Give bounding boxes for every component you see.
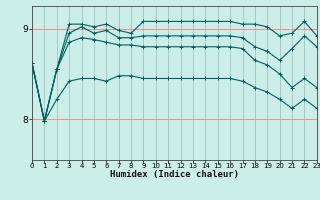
X-axis label: Humidex (Indice chaleur): Humidex (Indice chaleur) [110, 170, 239, 179]
